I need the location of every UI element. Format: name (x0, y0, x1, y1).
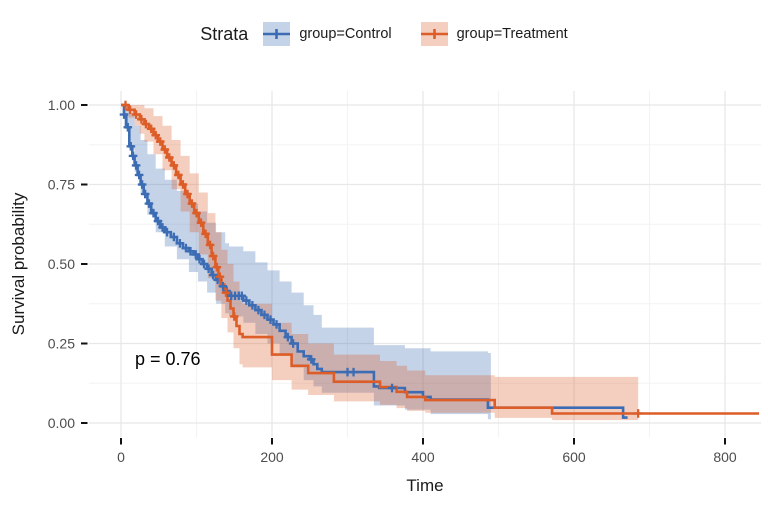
axis-ticks-and-labels: 0 200 400 600 800 0.00 0.25 0.50 0.75 1.00 (48, 97, 737, 465)
legend-title: Strata (200, 23, 249, 44)
x-tick-label: 0 (117, 449, 125, 465)
confidence-band-treatment (121, 105, 639, 421)
y-tick-label: 0.25 (48, 336, 75, 352)
legend-item-control: group=Control (263, 22, 392, 46)
x-tick-label: 400 (411, 449, 435, 465)
legend-item-treatment: group=Treatment (420, 22, 568, 46)
p-value-annotation: p = 0.76 (135, 349, 201, 369)
legend-label-control: group=Control (299, 26, 392, 42)
gridlines (89, 91, 761, 437)
y-tick-label: 0.50 (48, 256, 75, 272)
treatment-key-icon (420, 22, 448, 46)
censor-marks-control (119, 110, 397, 393)
x-tick-label: 800 (713, 449, 737, 465)
y-tick-label: 1.00 (48, 97, 75, 113)
control-key-icon (263, 22, 291, 46)
legend-label-treatment: group=Treatment (456, 26, 568, 42)
legend: Strata group=Control group=Treatment (0, 22, 768, 46)
y-tick-label: 0.00 (48, 415, 75, 431)
x-tick-label: 200 (260, 449, 284, 465)
y-tick-label: 0.75 (48, 177, 75, 193)
x-tick-label: 600 (562, 449, 586, 465)
y-axis-title: Survival probability (9, 192, 28, 336)
x-axis-title: Time (406, 476, 444, 495)
censor-marks-treatment (121, 100, 643, 418)
plot-area (119, 100, 759, 421)
